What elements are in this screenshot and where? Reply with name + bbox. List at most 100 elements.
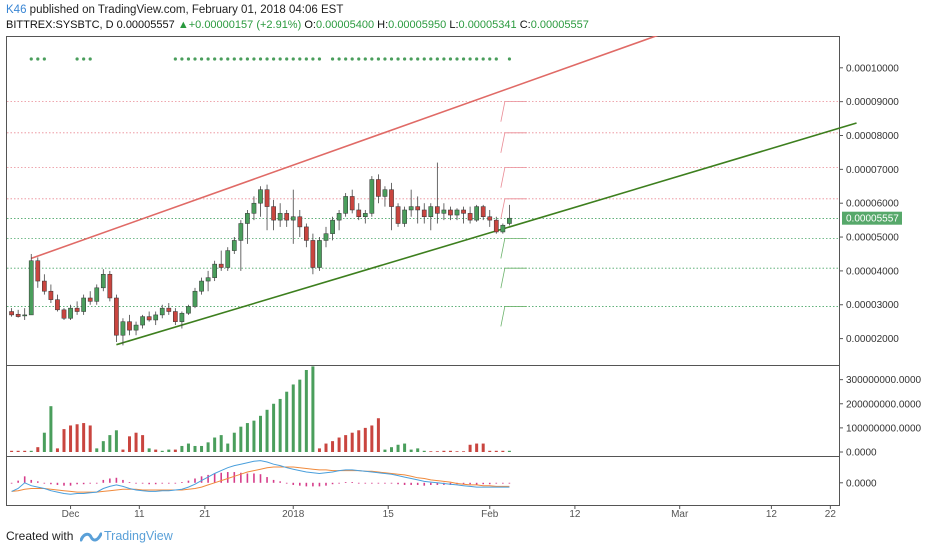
candle-body[interactable]: [212, 263, 218, 278]
candle-body[interactable]: [493, 219, 499, 233]
candle-body[interactable]: [42, 280, 47, 292]
volume-bar: [370, 425, 374, 452]
candle-body[interactable]: [48, 290, 54, 300]
candle-body[interactable]: [127, 321, 132, 331]
candle-body[interactable]: [356, 209, 362, 217]
candle-body[interactable]: [186, 306, 191, 314]
symbol-name: BITTREX:SYSBTC, D: [6, 19, 114, 31]
candle-body[interactable]: [205, 277, 211, 282]
candle-body[interactable]: [192, 290, 198, 307]
candle-body[interactable]: [290, 216, 296, 221]
candle-body[interactable]: [94, 287, 100, 302]
candle-body[interactable]: [448, 209, 453, 216]
time-axis[interactable]: Dec 11 21 2018 15 Feb 12 Mar 12 22: [62, 505, 837, 520]
macd-histogram-bar: [213, 473, 216, 483]
candle-body[interactable]: [421, 209, 427, 217]
candle-body[interactable]: [159, 307, 165, 316]
volume-bar: [42, 432, 46, 452]
candle-body[interactable]: [100, 274, 106, 289]
candle-body[interactable]: [310, 240, 316, 268]
candle-body[interactable]: [284, 213, 290, 221]
candle-body[interactable]: [153, 314, 159, 321]
candle-body[interactable]: [22, 314, 28, 317]
candle-body[interactable]: [271, 206, 276, 221]
candle-body[interactable]: [55, 299, 60, 311]
candle-body[interactable]: [231, 240, 237, 251]
candle-body[interactable]: [317, 240, 322, 268]
candle-body[interactable]: [179, 312, 185, 322]
volume-series[interactable]: [10, 366, 511, 452]
candle-body[interactable]: [402, 209, 407, 224]
support-trendline[interactable]: [116, 122, 857, 346]
candle-body[interactable]: [277, 213, 283, 221]
candle-body[interactable]: [336, 213, 342, 221]
candle-body[interactable]: [140, 316, 145, 326]
candle-body[interactable]: [9, 311, 14, 316]
candle-body[interactable]: [435, 206, 440, 214]
candle-body[interactable]: [349, 196, 355, 211]
candle-body[interactable]: [467, 213, 473, 221]
candle-body[interactable]: [81, 297, 87, 312]
chart-canvas[interactable]: 0.00010000 0.00009000 0.00008000 0.00007000…: [0, 36, 932, 522]
candle-body[interactable]: [343, 196, 348, 214]
macd-histogram-bar: [187, 480, 190, 483]
candle-body[interactable]: [408, 206, 414, 211]
candle-body[interactable]: [454, 209, 460, 216]
tradingview-logo-icon[interactable]: [80, 527, 102, 545]
candle-body[interactable]: [218, 263, 224, 268]
candle-body[interactable]: [264, 189, 270, 207]
volume-bar: [429, 451, 433, 452]
candle-body[interactable]: [369, 179, 375, 214]
candle-body[interactable]: [68, 307, 73, 319]
candle-body[interactable]: [35, 260, 41, 282]
candle-body[interactable]: [323, 233, 329, 241]
candle-body[interactable]: [480, 206, 486, 217]
candle-body[interactable]: [120, 321, 126, 336]
candle-body[interactable]: [245, 213, 250, 224]
candle-body[interactable]: [74, 307, 80, 312]
candle-body[interactable]: [376, 179, 381, 197]
candle-body[interactable]: [166, 307, 172, 312]
candle-body[interactable]: [251, 202, 257, 214]
candle-body[interactable]: [146, 316, 152, 321]
candle-body[interactable]: [382, 189, 388, 197]
candle-body[interactable]: [28, 260, 34, 316]
candle-body[interactable]: [474, 206, 479, 221]
candle-body[interactable]: [389, 189, 394, 207]
candle-body[interactable]: [258, 189, 263, 204]
volume-bar: [363, 427, 367, 452]
price-axis[interactable]: 0.00010000 0.00009000 0.00008000 0.00007000…: [839, 63, 899, 345]
candle-body[interactable]: [500, 224, 506, 233]
candlestick-series[interactable]: [9, 162, 512, 346]
trendlines[interactable]: [30, 36, 857, 346]
volume-bar: [304, 370, 308, 452]
candle-body[interactable]: [487, 216, 493, 221]
candle-body[interactable]: [107, 274, 113, 299]
time-tick-label: 11: [134, 509, 145, 520]
candle-body[interactable]: [297, 216, 303, 228]
candle-body[interactable]: [87, 297, 93, 302]
author-link[interactable]: K46: [6, 4, 27, 16]
candle-body[interactable]: [362, 213, 368, 217]
candle-body[interactable]: [428, 206, 434, 217]
macd-series[interactable]: [10, 460, 511, 495]
tradingview-brand[interactable]: TradingView: [104, 529, 173, 543]
candle-body[interactable]: [114, 297, 119, 336]
candle-body[interactable]: [61, 309, 67, 319]
candle-body[interactable]: [133, 324, 139, 331]
candle-body[interactable]: [225, 250, 231, 268]
candle-body[interactable]: [461, 209, 466, 214]
candle-body[interactable]: [199, 280, 204, 292]
candle-body[interactable]: [173, 311, 178, 322]
candle-body[interactable]: [395, 206, 401, 224]
candle-body[interactable]: [415, 206, 421, 211]
candle-body[interactable]: [507, 217, 512, 224]
candle-body[interactable]: [304, 226, 309, 241]
candle-body[interactable]: [330, 219, 335, 234]
macd-histogram-bar: [233, 472, 236, 483]
volume-bar: [128, 436, 131, 452]
resistance-trendline[interactable]: [30, 36, 673, 260]
candle-body[interactable]: [238, 223, 244, 241]
candle-body[interactable]: [441, 209, 447, 214]
candle-body[interactable]: [15, 313, 21, 317]
